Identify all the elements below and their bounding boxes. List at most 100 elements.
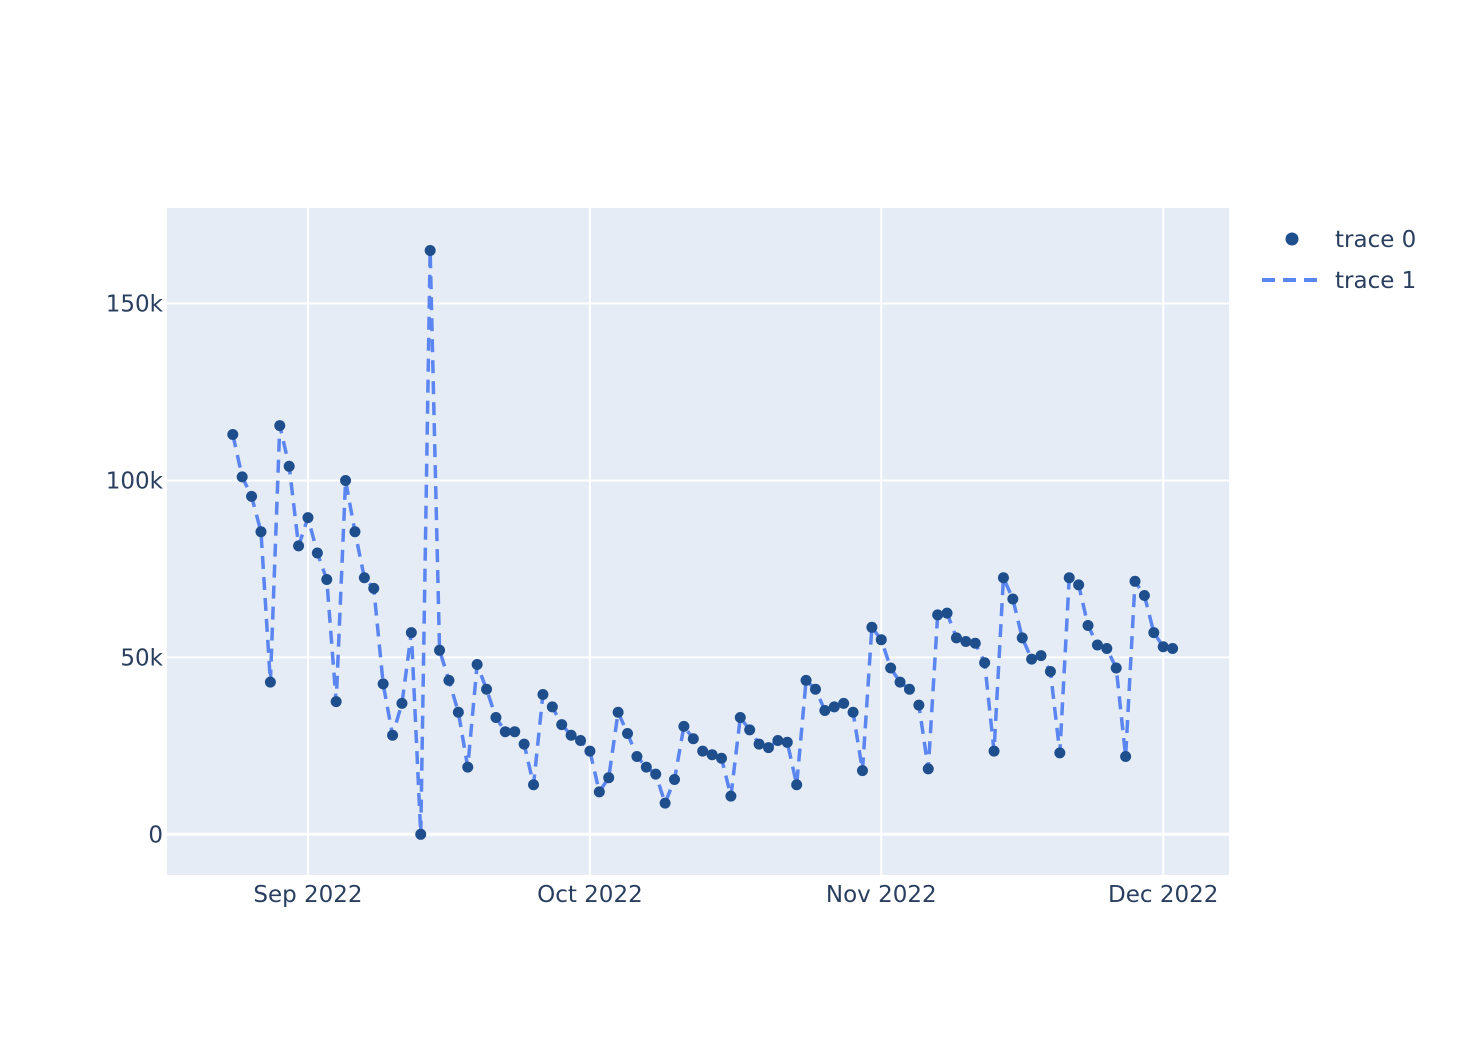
trace-0-point[interactable] bbox=[772, 735, 784, 747]
trace-0-point[interactable] bbox=[246, 490, 258, 502]
trace-0-point[interactable] bbox=[1157, 641, 1169, 653]
trace-0-point[interactable] bbox=[321, 574, 333, 586]
trace-0-point[interactable] bbox=[311, 547, 323, 559]
trace-0-point[interactable] bbox=[847, 706, 859, 718]
trace-0-point[interactable] bbox=[518, 738, 530, 750]
trace-0-point[interactable] bbox=[283, 460, 295, 472]
trace-0-point[interactable] bbox=[593, 786, 605, 798]
trace-0-point[interactable] bbox=[1007, 593, 1019, 605]
trace-0-point[interactable] bbox=[1016, 632, 1028, 644]
trace-0-point[interactable] bbox=[894, 676, 906, 688]
trace-0-point[interactable] bbox=[537, 689, 549, 701]
trace-0-point[interactable] bbox=[236, 471, 248, 483]
trace-0-point[interactable] bbox=[866, 621, 878, 633]
trace-0-point[interactable] bbox=[659, 797, 671, 809]
trace-0-point[interactable] bbox=[856, 765, 868, 777]
trace-0-point[interactable] bbox=[819, 704, 831, 716]
trace-0-point[interactable] bbox=[227, 428, 239, 440]
trace-0-point[interactable] bbox=[1138, 589, 1150, 601]
trace-0-point[interactable] bbox=[387, 729, 399, 741]
legend-label-trace-1[interactable]: trace 1 bbox=[1335, 268, 1416, 294]
trace-0-point[interactable] bbox=[358, 572, 370, 584]
trace-0-point[interactable] bbox=[697, 745, 709, 757]
trace-0-point[interactable] bbox=[1148, 627, 1160, 639]
trace-0-point[interactable] bbox=[744, 724, 756, 736]
trace-0-point[interactable] bbox=[302, 512, 314, 524]
trace-0-point[interactable] bbox=[706, 749, 718, 761]
trace-0-point[interactable] bbox=[1091, 639, 1103, 651]
trace-0-point[interactable] bbox=[988, 745, 1000, 757]
trace-0-point[interactable] bbox=[293, 540, 305, 552]
legend-label-trace-0[interactable]: trace 0 bbox=[1335, 227, 1416, 253]
trace-0-point[interactable] bbox=[753, 738, 765, 750]
trace-0-point[interactable] bbox=[490, 712, 502, 724]
trace-0-point[interactable] bbox=[1101, 643, 1113, 655]
trace-0-point[interactable] bbox=[546, 701, 558, 713]
trace-0-point[interactable] bbox=[396, 697, 408, 709]
trace-0-point[interactable] bbox=[631, 750, 643, 762]
trace-0-point[interactable] bbox=[471, 658, 483, 670]
trace-0-point[interactable] bbox=[640, 761, 652, 773]
trace-0-point[interactable] bbox=[255, 526, 267, 538]
trace-0-point[interactable] bbox=[800, 674, 812, 686]
trace-0-point[interactable] bbox=[950, 632, 962, 644]
trace-0-point[interactable] bbox=[584, 745, 596, 757]
trace-0-point[interactable] bbox=[885, 662, 897, 674]
trace-0-point[interactable] bbox=[979, 657, 991, 669]
trace-0-point[interactable] bbox=[565, 729, 577, 741]
trace-0-point[interactable] bbox=[368, 582, 380, 594]
trace-0-point[interactable] bbox=[791, 779, 803, 791]
trace-0-point[interactable] bbox=[462, 761, 474, 773]
trace-0-point[interactable] bbox=[903, 683, 915, 695]
trace-0-point[interactable] bbox=[509, 726, 521, 738]
trace-0-point[interactable] bbox=[669, 773, 680, 785]
trace-0-point[interactable] bbox=[1167, 643, 1179, 655]
trace-0-point[interactable] bbox=[622, 727, 634, 739]
trace-0-point[interactable] bbox=[452, 706, 464, 718]
trace-0-point[interactable] bbox=[838, 697, 850, 709]
trace-0-point[interactable] bbox=[650, 768, 662, 780]
trace-0-point[interactable] bbox=[781, 736, 793, 748]
trace-0-point[interactable] bbox=[1073, 579, 1085, 591]
trace-0-point[interactable] bbox=[330, 696, 342, 708]
trace-0-point[interactable] bbox=[922, 763, 934, 775]
trace-0-point[interactable] bbox=[734, 712, 746, 724]
trace-0-point[interactable] bbox=[415, 828, 427, 840]
trace-0-point[interactable] bbox=[1054, 747, 1066, 759]
trace-0-point[interactable] bbox=[913, 699, 925, 711]
trace-0-point[interactable] bbox=[941, 607, 953, 619]
trace-0-point[interactable] bbox=[1026, 653, 1038, 665]
trace-0-point[interactable] bbox=[528, 779, 540, 791]
trace-0-point[interactable] bbox=[1110, 662, 1122, 674]
trace-0-point[interactable] bbox=[828, 701, 840, 713]
trace-0-point[interactable] bbox=[499, 726, 511, 738]
trace-0-point[interactable] bbox=[377, 678, 389, 690]
trace-0-point[interactable] bbox=[349, 526, 361, 538]
legend[interactable]: trace 0 trace 1 bbox=[1262, 227, 1416, 294]
trace-0-point[interactable] bbox=[556, 719, 568, 731]
trace-0-point[interactable] bbox=[340, 474, 352, 486]
trace-0-point[interactable] bbox=[481, 683, 493, 695]
trace-0-point[interactable] bbox=[762, 742, 774, 754]
trace-0-point[interactable] bbox=[960, 635, 972, 647]
trace-0-point[interactable] bbox=[716, 752, 727, 764]
trace-0-point[interactable] bbox=[687, 733, 699, 745]
trace-0-point[interactable] bbox=[969, 637, 981, 649]
trace-0-point[interactable] bbox=[1035, 650, 1047, 662]
trace-0-point[interactable] bbox=[725, 790, 737, 802]
trace-0-point[interactable] bbox=[997, 572, 1009, 584]
trace-0-point[interactable] bbox=[932, 609, 944, 621]
trace-0-point[interactable] bbox=[1129, 575, 1141, 587]
trace-0-point[interactable] bbox=[434, 644, 446, 656]
trace-0-point[interactable] bbox=[1120, 750, 1132, 762]
trace-0-point[interactable] bbox=[809, 683, 821, 695]
trace-0-point[interactable] bbox=[424, 244, 436, 256]
trace-0-point[interactable] bbox=[1063, 572, 1075, 584]
trace-0-point[interactable] bbox=[1082, 620, 1094, 632]
trace-0-point[interactable] bbox=[612, 706, 624, 718]
trace-0-point[interactable] bbox=[875, 634, 887, 646]
trace-0-point[interactable] bbox=[575, 735, 587, 747]
trace-0-point[interactable] bbox=[1044, 666, 1056, 678]
trace-0-point[interactable] bbox=[443, 674, 455, 686]
trace-0-point[interactable] bbox=[603, 772, 615, 784]
